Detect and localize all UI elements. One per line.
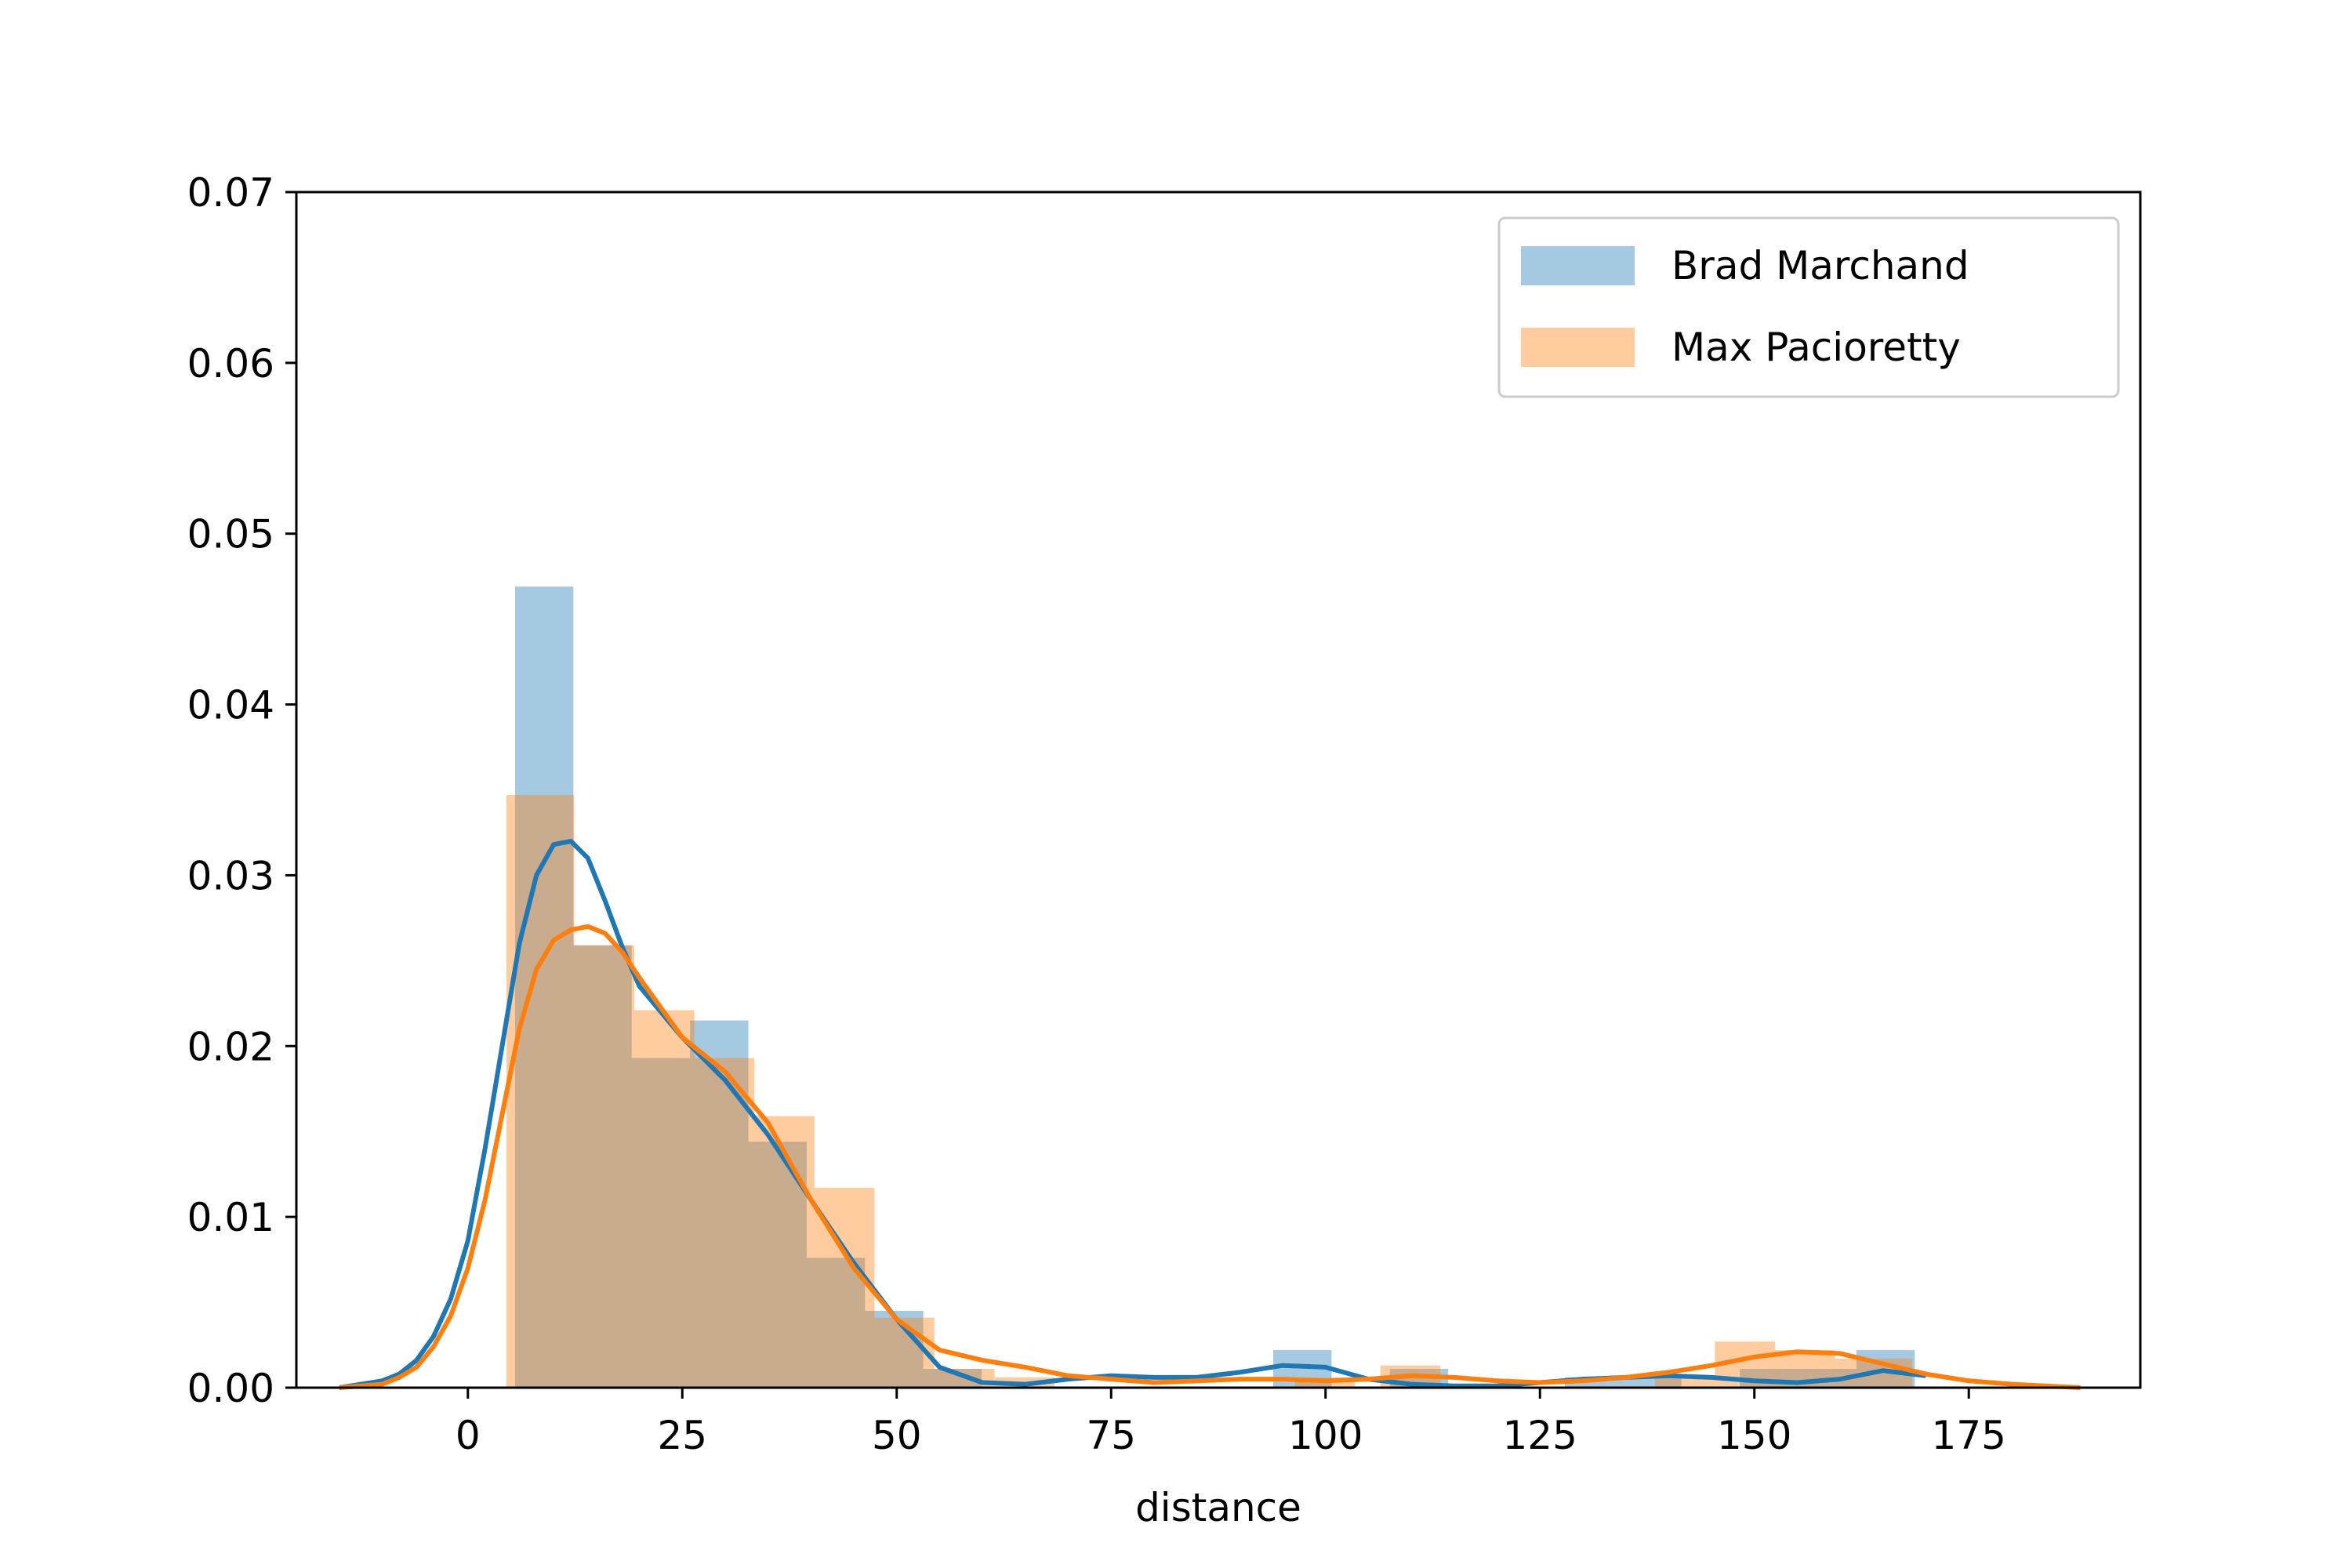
x-tick-label: 50: [872, 1413, 922, 1458]
y-axis-ticks: 0.00 0.01 0.02 0.03 0.04 0.05 0.06 0.07: [187, 170, 296, 1411]
x-tick-label: 0: [456, 1413, 481, 1458]
x-tick-label: 25: [657, 1413, 707, 1458]
legend: Brad Marchand Max Pacioretty: [1497, 216, 2120, 398]
histogram-bar: [514, 586, 574, 1388]
legend-swatch: [1521, 246, 1635, 285]
histogram-bar: [923, 1369, 982, 1388]
legend-label: Max Pacioretty: [1671, 325, 1961, 370]
x-tick-label: 125: [1503, 1413, 1577, 1458]
x-axis-ticks: 0 25 50 75 100 125 150 175: [456, 1388, 2006, 1458]
y-tick-label: 0.04: [187, 683, 274, 728]
x-axis-label: distance: [1135, 1485, 1301, 1530]
histogram-bar: [865, 1310, 924, 1388]
kde-curves: [339, 838, 2081, 1390]
plot-area-frame: [295, 191, 2142, 1389]
histogram-bar: [574, 945, 635, 1388]
histogram-bars: [506, 586, 1915, 1388]
histogram-bar: [573, 945, 632, 1388]
y-tick-label: 0.00: [187, 1366, 274, 1411]
y-tick-label: 0.03: [187, 853, 274, 898]
legend-swatch: [1521, 328, 1635, 367]
histogram-bar: [506, 795, 575, 1388]
x-tick-label: 75: [1086, 1413, 1136, 1458]
y-tick-label: 0.07: [187, 170, 274, 216]
histogram-bar: [690, 1020, 749, 1388]
y-tick-label: 0.06: [187, 341, 274, 387]
y-tick-label: 0.01: [187, 1195, 274, 1240]
histogram-bar: [631, 1058, 691, 1388]
histogram-bar: [806, 1258, 866, 1388]
y-tick-label: 0.05: [187, 512, 274, 557]
histogram-bar: [634, 1010, 695, 1388]
histogram-bar: [694, 1058, 755, 1388]
x-tick-label: 150: [1717, 1413, 1791, 1458]
histogram-bar: [1623, 1377, 1682, 1388]
kde-line-series-1: [339, 924, 2081, 1390]
histogram-series-0: [514, 586, 1915, 1388]
x-tick-label: 175: [1931, 1413, 2005, 1458]
legend-label: Brad Marchand: [1671, 243, 1969, 289]
y-tick-label: 0.02: [187, 1024, 274, 1069]
x-tick-label: 100: [1288, 1413, 1363, 1458]
legend-box: [1497, 216, 2120, 398]
histogram-bar: [1654, 1377, 1715, 1388]
